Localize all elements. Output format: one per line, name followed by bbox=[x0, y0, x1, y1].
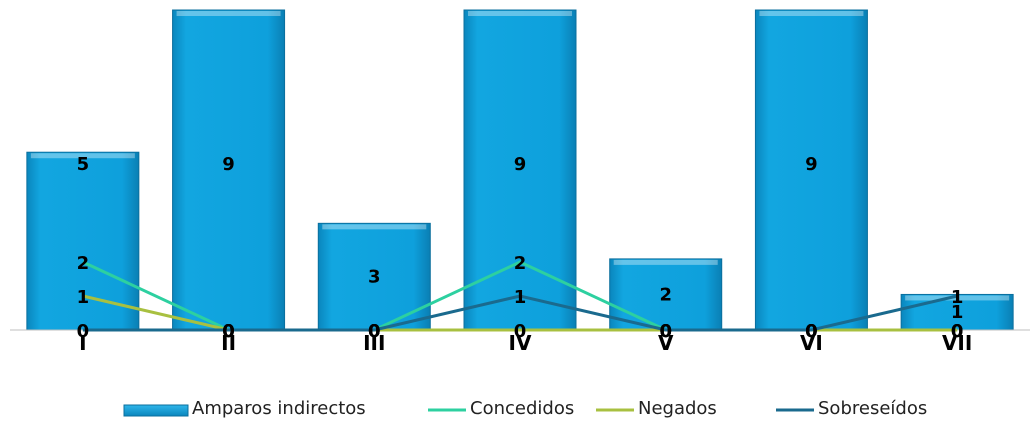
line-value-label: 0 bbox=[659, 321, 672, 342]
line-value-label: 0 bbox=[805, 321, 818, 342]
x-tick-label: IV bbox=[509, 331, 532, 355]
line-value-label: 0 bbox=[222, 321, 235, 342]
line-value-label: 0 bbox=[805, 321, 818, 342]
x-tick-label: VI bbox=[800, 331, 823, 355]
x-tick-label: I bbox=[79, 331, 86, 355]
line-value-label: 0 bbox=[368, 321, 381, 342]
line-value-label: 0 bbox=[951, 321, 964, 342]
bar-VII bbox=[900, 293, 1014, 331]
line-value-label: 1 bbox=[514, 287, 527, 308]
bar-value-label: 3 bbox=[368, 267, 381, 288]
bar-highlight bbox=[905, 295, 1010, 301]
bar-highlight bbox=[468, 11, 572, 16]
bar-II bbox=[172, 9, 286, 331]
line-value-label: 0 bbox=[805, 321, 818, 342]
bar-value-label: 9 bbox=[222, 154, 235, 175]
line-value-label: 1 bbox=[77, 287, 90, 308]
line-value-label: 0 bbox=[222, 321, 235, 342]
line-value-label: 2 bbox=[77, 253, 90, 274]
line-value-label: 0 bbox=[951, 321, 964, 342]
bar-IV bbox=[463, 9, 577, 331]
x-tick-label: VII bbox=[942, 331, 972, 355]
line-value-label: 0 bbox=[368, 321, 381, 342]
legend-label: Amparos indirectos bbox=[192, 398, 366, 419]
bar-value-label: 9 bbox=[514, 154, 527, 175]
legend-swatch bbox=[123, 404, 189, 417]
bar-highlight bbox=[759, 11, 864, 16]
x-tick-label: V bbox=[658, 331, 674, 355]
bar-value-label: 2 bbox=[659, 284, 672, 305]
bar-VI bbox=[754, 9, 868, 331]
line-value-label: 1 bbox=[951, 287, 964, 308]
line-Sobreseídos bbox=[82, 294, 958, 332]
bar-highlight bbox=[613, 259, 718, 265]
bar-I bbox=[26, 151, 140, 331]
legend-label: Negados bbox=[638, 398, 717, 419]
legend-label: Sobreseídos bbox=[818, 398, 927, 419]
line-value-label: 2 bbox=[514, 253, 527, 274]
x-tick-label: II bbox=[221, 331, 236, 355]
line-value-label: 0 bbox=[222, 321, 235, 342]
line-series bbox=[82, 260, 958, 332]
bar-value-label: 5 bbox=[77, 154, 90, 175]
bar-highlight bbox=[30, 153, 135, 159]
line-value-label: 0 bbox=[659, 321, 672, 342]
legend-label: Concedidos bbox=[470, 398, 574, 419]
bar-value-label: 1 bbox=[951, 302, 964, 323]
bar-highlight bbox=[322, 224, 427, 230]
line-value-label: 0 bbox=[514, 321, 527, 342]
line-value-label: 0 bbox=[659, 321, 672, 342]
x-tick-labels: I II III IV V VI VII bbox=[79, 331, 972, 355]
bar-highlight bbox=[176, 11, 281, 16]
legend: Amparos indirectos Concedidos Negados Sobre… bbox=[123, 398, 927, 419]
bar-value-label: 9 bbox=[805, 154, 818, 175]
x-tick-label: III bbox=[363, 331, 385, 355]
line-value-label: 0 bbox=[77, 321, 90, 342]
line-value-label: 0 bbox=[368, 321, 381, 342]
